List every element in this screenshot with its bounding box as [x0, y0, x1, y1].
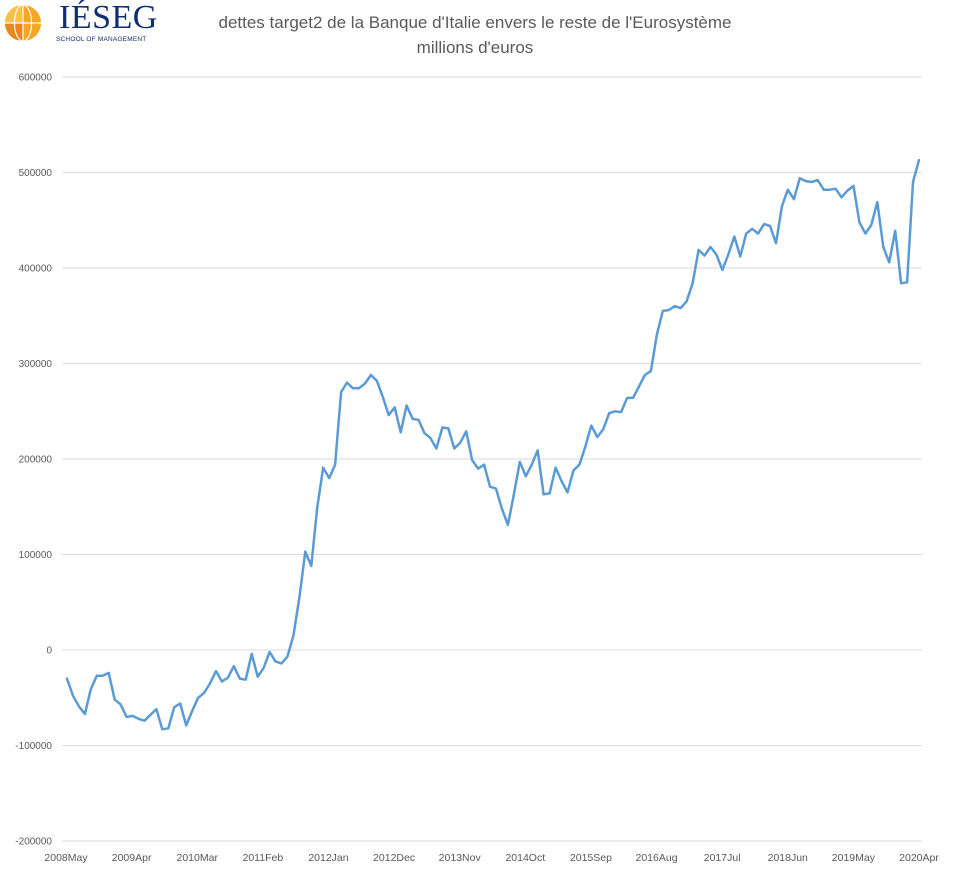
chart-subtitle: millions d'euros: [416, 38, 534, 57]
ieseg-logo: IÉSEG SCHOOL OF MANAGEMENT: [2, 0, 157, 48]
x-tick-label: 2015Sep: [570, 852, 612, 864]
x-tick-label: 2018Jun: [768, 852, 808, 864]
y-axis-ticks: -200000 -100000 0 100000 200000 300000 400000 5…: [15, 73, 52, 848]
series-group: [65, 158, 921, 731]
x-tick-label: 2010Mar: [177, 852, 219, 864]
x-tick-label: 2013Nov: [439, 852, 482, 864]
logo-subtitle: SCHOOL OF MANAGEMENT: [56, 36, 147, 43]
x-tick-label: 2019May: [832, 852, 876, 864]
y-tick-label: 0: [46, 646, 52, 657]
logo-name: IÉSEG: [59, 0, 158, 36]
y-tick-label: -100000: [15, 741, 52, 752]
y-tick-label: 100000: [19, 550, 53, 561]
x-tick-label: 2009Apr: [112, 852, 152, 864]
y-tick-label: 500000: [19, 168, 53, 179]
globe-logo-icon: [4, 4, 42, 42]
y-tick-label: 200000: [19, 455, 53, 466]
x-tick-label: 2012Jan: [308, 852, 348, 864]
series-line: [65, 158, 921, 731]
x-tick-label: 2020Apr: [899, 852, 939, 864]
x-tick-label: 2014Oct: [505, 852, 545, 864]
gridlines: [62, 76, 922, 842]
x-axis-ticks: 2008May 2009Apr 2010Mar 2011Feb 2012Jan 2012D…: [44, 852, 939, 864]
y-tick-label: 600000: [19, 73, 53, 84]
x-tick-label: 2017Jul: [704, 852, 741, 864]
x-tick-label: 2012Dec: [373, 852, 415, 864]
y-tick-label: 300000: [19, 359, 53, 370]
chart-title-block: dettes target2 de la Banque d'Italie env…: [150, 10, 800, 60]
y-tick-label: 400000: [19, 264, 53, 275]
x-tick-label: 2008May: [44, 852, 88, 864]
x-tick-label: 2011Feb: [243, 852, 284, 864]
chart-title: dettes target2 de la Banque d'Italie env…: [218, 13, 732, 32]
x-tick-label: 2016Aug: [636, 852, 678, 864]
y-tick-label: -200000: [15, 837, 52, 848]
